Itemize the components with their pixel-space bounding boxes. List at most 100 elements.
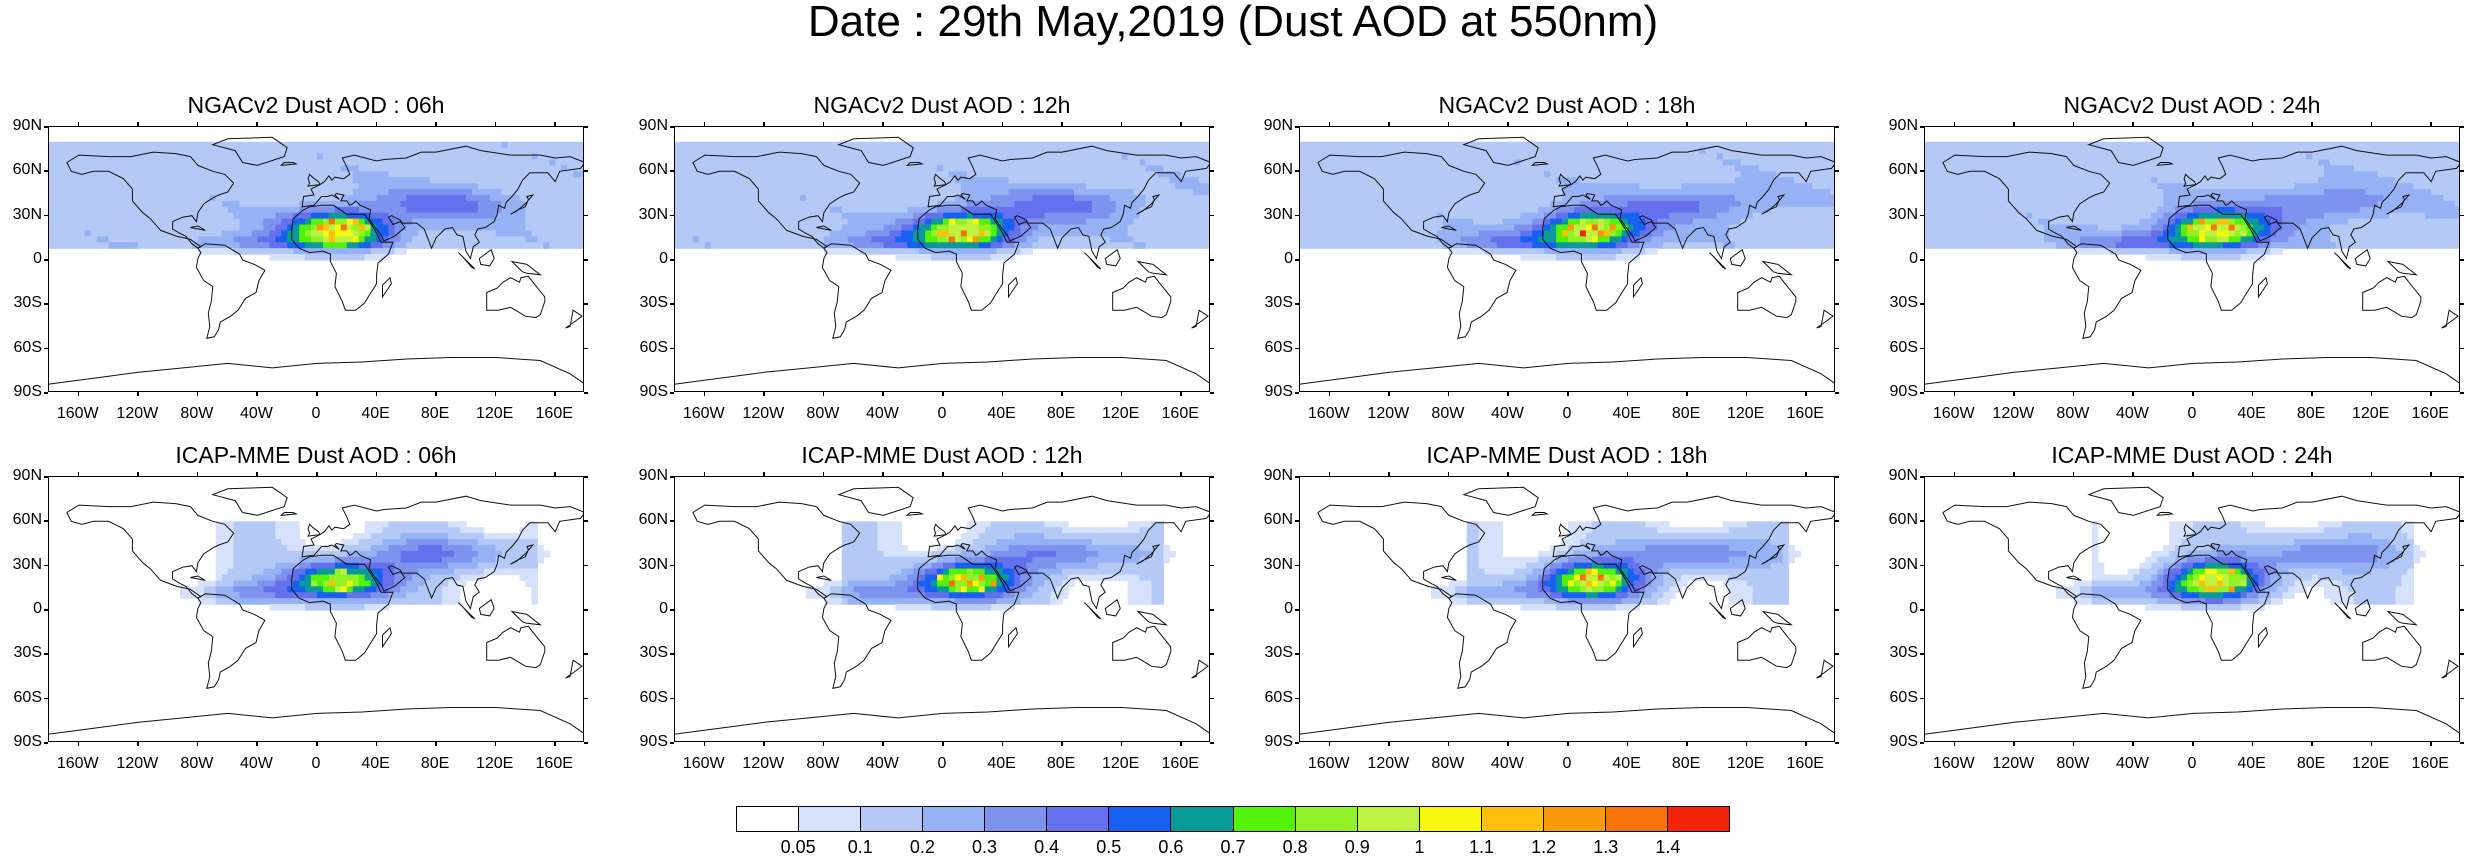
dust-cell xyxy=(1044,154,1051,161)
dust-cell xyxy=(1330,142,1337,149)
dust-cell xyxy=(711,165,718,172)
dust-cell xyxy=(531,183,538,190)
dust-cell xyxy=(812,160,819,167)
dust-cell xyxy=(1753,195,1760,202)
dust-cell xyxy=(144,225,151,232)
dust-cell xyxy=(1389,219,1396,226)
dust-cell xyxy=(1187,236,1194,243)
dust-cell xyxy=(1538,201,1545,208)
dust-cell xyxy=(1699,154,1706,161)
dust-cell xyxy=(508,165,515,172)
dust-cell xyxy=(269,213,276,220)
dust-cell xyxy=(1175,219,1182,226)
dust-cell xyxy=(525,189,532,196)
dust-cell xyxy=(359,171,366,178)
dust-cell xyxy=(97,160,104,167)
dust-cell xyxy=(1366,183,1373,190)
dust-cell xyxy=(1765,160,1772,167)
dust-cell xyxy=(1812,171,1819,178)
dust-cell xyxy=(717,154,724,161)
dust-cell xyxy=(1580,236,1587,243)
dust-cell xyxy=(275,230,282,237)
dust-cell xyxy=(1104,189,1111,196)
dust-cell xyxy=(699,230,706,237)
dust-cell xyxy=(138,230,145,237)
dust-cell xyxy=(1145,236,1152,243)
dust-cell xyxy=(97,177,104,184)
dust-cell xyxy=(168,201,175,208)
dust-cell xyxy=(1056,207,1063,214)
dust-cell xyxy=(186,201,193,208)
dust-cell xyxy=(144,183,151,190)
dust-cell xyxy=(735,230,742,237)
dust-cell xyxy=(1122,230,1129,237)
dust-cell xyxy=(973,213,980,220)
dust-cell xyxy=(55,195,62,202)
dust-cell xyxy=(1425,165,1432,172)
dust-cell xyxy=(579,219,584,226)
dust-cell xyxy=(1830,189,1835,196)
dust-cell xyxy=(1026,160,1033,167)
dust-cell xyxy=(1431,219,1438,226)
dust-cell xyxy=(758,189,765,196)
dust-cell xyxy=(412,225,419,232)
dust-cell xyxy=(1794,142,1801,149)
dust-cell xyxy=(109,165,116,172)
dust-cell xyxy=(1479,171,1486,178)
dust-cell xyxy=(91,154,98,161)
dust-cell xyxy=(347,160,354,167)
dust-cell xyxy=(269,254,276,261)
dust-cell xyxy=(1354,183,1361,190)
dust-cell xyxy=(1098,189,1105,196)
dust-cell xyxy=(723,242,730,249)
dust-cell xyxy=(240,225,247,232)
dust-cell xyxy=(198,148,205,155)
dust-cell xyxy=(1199,213,1206,220)
dust-cell xyxy=(216,213,223,220)
dust-cell xyxy=(1687,207,1694,214)
dust-cell xyxy=(1300,171,1307,178)
dust-cell xyxy=(388,183,395,190)
dust-cell xyxy=(955,142,962,149)
dust-cell xyxy=(394,248,401,255)
dust-cell xyxy=(1610,160,1617,167)
lon-label: 80W xyxy=(167,406,227,422)
dust-cell xyxy=(436,142,443,149)
dust-cell xyxy=(1508,219,1515,226)
dust-cell xyxy=(1169,236,1176,243)
dust-cell xyxy=(1467,201,1474,208)
dust-cell xyxy=(275,148,282,155)
dust-cell xyxy=(1371,230,1378,237)
dust-cell xyxy=(1830,154,1835,161)
dust-cell xyxy=(138,142,145,149)
dust-cell xyxy=(1062,160,1069,167)
dust-cell xyxy=(317,219,324,226)
dust-cell xyxy=(210,230,217,237)
dust-cell xyxy=(758,148,765,155)
dust-cell xyxy=(1753,148,1760,155)
dust-cell xyxy=(115,195,122,202)
dust-cell xyxy=(746,171,753,178)
dust-cell xyxy=(287,165,294,172)
dust-cell xyxy=(1520,201,1527,208)
dust-cell xyxy=(895,142,902,149)
dust-cell xyxy=(860,171,867,178)
dust-cell xyxy=(573,207,580,214)
dust-cell xyxy=(442,177,449,184)
dust-cell xyxy=(311,160,318,167)
dust-cell xyxy=(579,189,584,196)
dust-cell xyxy=(537,183,544,190)
dust-cell xyxy=(1401,171,1408,178)
dust-cell xyxy=(508,171,515,178)
dust-cell xyxy=(394,160,401,167)
dust-cell xyxy=(717,183,724,190)
dust-cell xyxy=(1026,207,1033,214)
dust-cell xyxy=(1354,148,1361,155)
dust-cell xyxy=(234,189,241,196)
dust-cell xyxy=(872,248,879,255)
dust-cell xyxy=(1663,213,1670,220)
dust-cell xyxy=(1794,219,1801,226)
dust-cell xyxy=(1520,219,1527,226)
dust-cell xyxy=(1032,219,1039,226)
dust-cell xyxy=(353,248,360,255)
